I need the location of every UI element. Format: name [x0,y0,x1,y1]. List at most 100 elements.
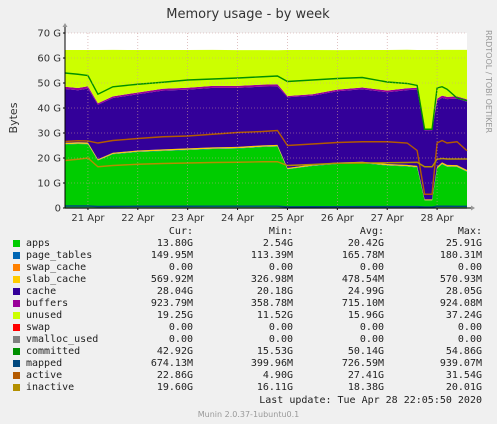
legend-row-unused: unused 19.25G 11.52G 15.96G 37.24G [0,310,497,322]
legend-value-min: 2.54G [262,238,293,249]
legend-name: vmalloc_used [26,334,99,345]
legend-name: page_tables [26,250,93,261]
legend-value-cur: 0.00 [168,262,193,273]
y-tick-label: 70 G [37,29,61,40]
legend-value-cur: 674.13M [150,358,193,369]
legend-row-committed: committed 42.92G 15.53G 50.14G 54.86G [0,346,497,358]
legend-value-avg: 15.96G [347,310,384,321]
legend-swatch [13,372,20,379]
legend-value-avg: 726.59M [341,358,384,369]
legend-value-min: 15.53G [256,346,293,357]
legend-name: buffers [26,298,69,309]
legend-value-max: 25.91G [445,238,482,249]
legend-swatch [13,348,20,355]
area-layers [65,49,467,208]
legend-value-avg: 50.14G [347,346,384,357]
legend-swatch [13,264,20,271]
legend-value-min: 0.00 [268,322,293,333]
legend-value-min: 326.98M [250,274,293,285]
legend-header-avg: Avg: [359,226,384,237]
legend-swatch [13,324,20,331]
legend-swatch [13,384,20,391]
legend-swatch [13,336,20,343]
legend-value-max: 0.00 [457,262,482,273]
line-inactive [64,157,467,168]
legend-value-cur: 28.04G [156,286,193,297]
x-tick-label: 22 Apr [121,213,155,224]
legend-value-max: 54.86G [445,346,482,357]
legend-name: active [26,370,63,381]
legend-value-min: 20.18G [256,286,293,297]
axes [62,23,475,211]
legend-value-min: 16.11G [256,382,293,393]
legend-value-cur: 0.00 [168,334,193,345]
legend-swatch [13,312,20,319]
y-tick-label: 60 G [37,54,61,65]
legend-row-active: active 22.86G 4.90G 27.41G 31.54G [0,370,497,382]
x-tick-labels: 21 Apr 22 Apr 23 Apr 24 Apr 25 Apr 26 Apr 27 A… [71,208,455,224]
legend-header-cur: Cur: [168,226,193,237]
x-tick-label: 27 Apr [371,213,405,224]
legend-value-cur: 22.86G [156,370,193,381]
legend-header-max: Max: [457,226,482,237]
y-tick-label: 50 G [37,79,61,90]
munin-version: Munin 2.0.37-1ubuntu0.1 [197,410,300,419]
legend-row-buffers: buffers 923.79M 358.78M 715.10M 924.08M [0,298,497,310]
grid-lines [65,32,467,208]
legend-value-avg: 165.78M [341,250,384,261]
legend-value-avg: 24.99G [347,286,384,297]
legend-value-min: 0.00 [268,262,293,273]
line-committed [64,72,468,130]
legend-name: inactive [26,382,75,393]
legend-value-min: 4.90G [262,370,293,381]
legend-value-max: 924.08M [439,298,482,309]
legend-name: slab_cache [26,274,87,285]
legend-swatch [13,288,20,295]
legend-row-page-tables: page_tables 149.95M 113.39M 165.78M 180.31M [0,250,497,262]
legend-value-max: 0.00 [457,334,482,345]
y-axis-label: Bytes [7,102,20,133]
y-tick-label: 0 [55,204,61,215]
legend-swatch [13,240,20,247]
x-tick-label: 24 Apr [221,213,255,224]
legend-name: committed [26,346,81,357]
legend-value-cur: 0.00 [168,322,193,333]
chart: Memory usage - by week Bytes RRDTOOL / T… [7,7,493,224]
legend-swatch [13,300,20,307]
x-tick-label: 26 Apr [321,213,355,224]
legend-value-avg: 20.42G [347,238,384,249]
legend-row-swap: swap 0.00 0.00 0.00 0.00 [0,322,497,334]
legend-value-cur: 13.80G [156,238,193,249]
legend-header: Cur: Min: Avg: Max: [0,226,497,238]
legend-value-max: 37.24G [445,310,482,321]
y-axis-arrow [62,23,68,27]
legend-value-avg: 0.00 [359,334,384,345]
legend-value-cur: 923.79M [150,298,193,309]
line-mapped [65,205,467,208]
x-tick-label: 21 Apr [71,213,105,224]
x-axis-arrow [471,205,475,211]
legend-value-max: 31.54G [445,370,482,381]
legend-value-avg: 715.10M [341,298,384,309]
legend-value-avg: 0.00 [359,262,384,273]
legend-value-max: 0.00 [457,322,482,333]
legend-value-avg: 27.41G [347,370,384,381]
legend-swatch [13,252,20,259]
legend-swatch [13,276,20,283]
y-tick-label: 20 G [37,154,61,165]
legend-value-avg: 18.38G [347,382,384,393]
x-tick-label: 25 Apr [271,213,305,224]
legend-value-cur: 149.95M [150,250,193,261]
legend-name: unused [26,310,63,321]
legend-name: mapped [26,358,63,369]
legend-row-mapped: mapped 674.13M 399.96M 726.59M 939.07M [0,358,497,370]
y-tick-label: 10 G [37,179,61,190]
legend-row-apps: apps 13.80G 2.54G 20.42G 25.91G [0,238,497,250]
legend-value-cur: 42.92G [156,346,193,357]
legend-value-min: 11.52G [256,310,293,321]
rrdtool-credit: RRDTOOL / TOBI OETIKER [484,30,493,133]
legend-value-avg: 0.00 [359,322,384,333]
area-unused [65,49,467,130]
legend-name: apps [26,238,51,249]
area-apps [65,144,467,208]
